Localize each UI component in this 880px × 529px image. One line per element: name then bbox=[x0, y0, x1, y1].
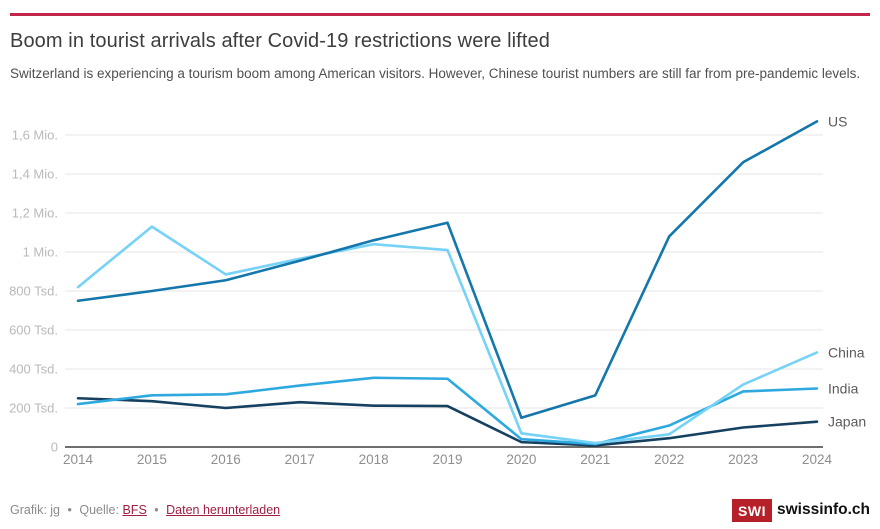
x-tick-label: 2023 bbox=[728, 452, 758, 467]
brand: SWI swissinfo.ch bbox=[732, 498, 870, 522]
x-tick-label: 2021 bbox=[580, 452, 610, 467]
series-label-us: US bbox=[828, 113, 847, 129]
separator-dot: • bbox=[154, 503, 159, 517]
y-tick-label: 1,2 Mio. bbox=[12, 206, 58, 221]
x-tick-label: 2022 bbox=[654, 452, 684, 467]
x-tick-label: 2018 bbox=[359, 452, 389, 467]
y-tick-label: 1 Mio. bbox=[23, 245, 58, 260]
x-tick-label: 2016 bbox=[211, 452, 241, 467]
x-tick-label: 2024 bbox=[802, 452, 833, 467]
footer: Grafik: jg • Quelle: BFS • Daten herunte… bbox=[10, 495, 870, 525]
separator-dot: • bbox=[67, 503, 72, 517]
y-tick-label: 200 Tsd. bbox=[9, 401, 58, 416]
y-tick-label: 600 Tsd. bbox=[9, 323, 58, 338]
y-tick-label: 1,4 Mio. bbox=[12, 167, 58, 182]
series-label-japan: Japan bbox=[828, 414, 866, 430]
y-tick-label: 0 bbox=[51, 440, 58, 455]
series-label-china: China bbox=[828, 344, 865, 360]
x-tick-label: 2015 bbox=[137, 452, 167, 467]
line-chart: 0 200 Tsd. 400 Tsd. 600 Tsd. 800 Tsd. 1 Mio. 1… bbox=[9, 113, 866, 467]
series-line-india bbox=[76, 376, 819, 446]
x-tick-label: 2017 bbox=[285, 452, 315, 467]
y-tick-label: 400 Tsd. bbox=[9, 362, 58, 377]
x-tick-label: 2020 bbox=[506, 452, 536, 467]
chart-title: Boom in tourist arrivals after Covid-19 … bbox=[10, 30, 550, 52]
series-label-india: India bbox=[828, 381, 859, 397]
credit-line: Grafik: jg • Quelle: BFS • Daten herunte… bbox=[10, 503, 280, 517]
brand-name: swissinfo.ch bbox=[776, 501, 870, 518]
swi-logo: SWI bbox=[732, 498, 772, 522]
credit-prefix: Grafik: jg bbox=[10, 503, 61, 517]
brand-rule bbox=[10, 13, 870, 16]
y-tick-label: 800 Tsd. bbox=[9, 284, 58, 299]
source-link-bfs[interactable]: BFS bbox=[122, 503, 147, 517]
chart-subtitle: Switzerland is experiencing a tourism bo… bbox=[10, 66, 861, 81]
source-label: Quelle: bbox=[79, 503, 119, 517]
series-line-japan bbox=[76, 396, 819, 447]
series-line-us bbox=[76, 120, 819, 420]
x-tick-label: 2014 bbox=[63, 452, 94, 467]
y-tick-label: 1,6 Mio. bbox=[12, 128, 58, 143]
series-line-china bbox=[76, 225, 819, 445]
x-tick-label: 2019 bbox=[432, 452, 462, 467]
download-data-link[interactable]: Daten herunterladen bbox=[166, 503, 281, 517]
